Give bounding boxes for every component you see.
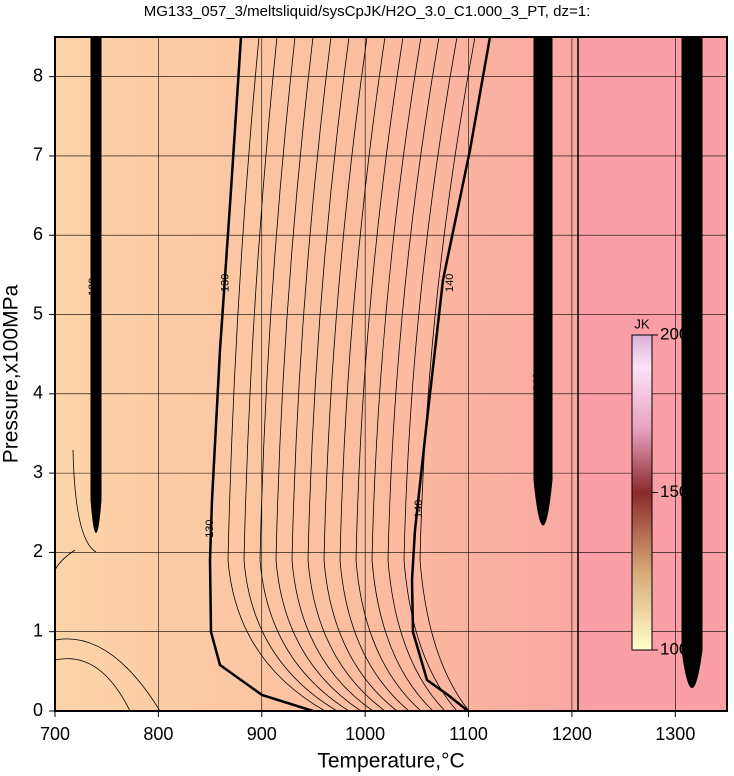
contour-label: 140 [532,373,544,391]
y-tick-label: 4 [33,383,43,403]
contour-label: 130 [204,519,216,537]
thin-contour [371,37,434,711]
colorbar-tick-label: 200 [660,324,688,343]
y-tick-label: 0 [33,700,43,720]
chart-title: MG133_057_3/meltsliquid/sysCpJK/H2O_3.0_… [144,3,591,20]
y-tick-label: 7 [33,145,43,165]
contour-label: 130 [87,278,99,296]
x-tick-label: 1300 [655,724,695,744]
plot-frame [54,36,728,712]
thin-contour [275,37,362,711]
x-axis-label: Temperature,°C [317,750,464,773]
thin-contour [323,37,398,711]
thin-contour [419,37,476,711]
thin-contour [227,37,326,711]
y-tick-label: 3 [33,462,43,482]
colorbar-tick-label: 100 [660,639,688,658]
thin-contour [243,37,338,711]
y-tick-label: 1 [33,620,43,640]
x-tick-label: 800 [143,724,173,744]
x-tick-label: 1100 [449,724,488,744]
y-tick-label: 6 [33,224,43,244]
thin-contour [55,449,161,711]
x-tick-label: 700 [40,724,70,744]
dense-contours [681,37,703,688]
bold-contour [410,37,492,711]
thin-contour [355,37,422,711]
y-tick-label: 8 [33,65,43,85]
contours [55,37,703,711]
x-tick-label: 1200 [552,724,592,744]
thin-contour [259,37,350,711]
contour-label: 140 [444,274,456,292]
y-tick-label: 2 [33,541,43,561]
x-tick-label: 1000 [345,724,385,744]
contour-label: 130 [90,424,102,442]
thin-contour [307,37,386,711]
colorbar-label: JK [634,316,650,331]
thin-contour [387,37,446,711]
x-tick-label: 900 [247,724,277,744]
dense-contours [90,37,102,533]
bold-contour [208,37,314,711]
colorbar-tick-label: 150 [660,482,688,501]
y-axis-label: Pressure,x100MPa [0,284,23,463]
contour-label: 150 [683,250,695,268]
thin-contour [403,37,458,711]
thin-contour [339,37,410,711]
contour-label: 130 [219,274,231,292]
dense-contours [533,37,553,526]
contour-label: 140 [413,500,425,518]
colorbar [631,334,653,651]
y-tick-label: 5 [33,303,43,323]
thin-contour [291,37,374,711]
